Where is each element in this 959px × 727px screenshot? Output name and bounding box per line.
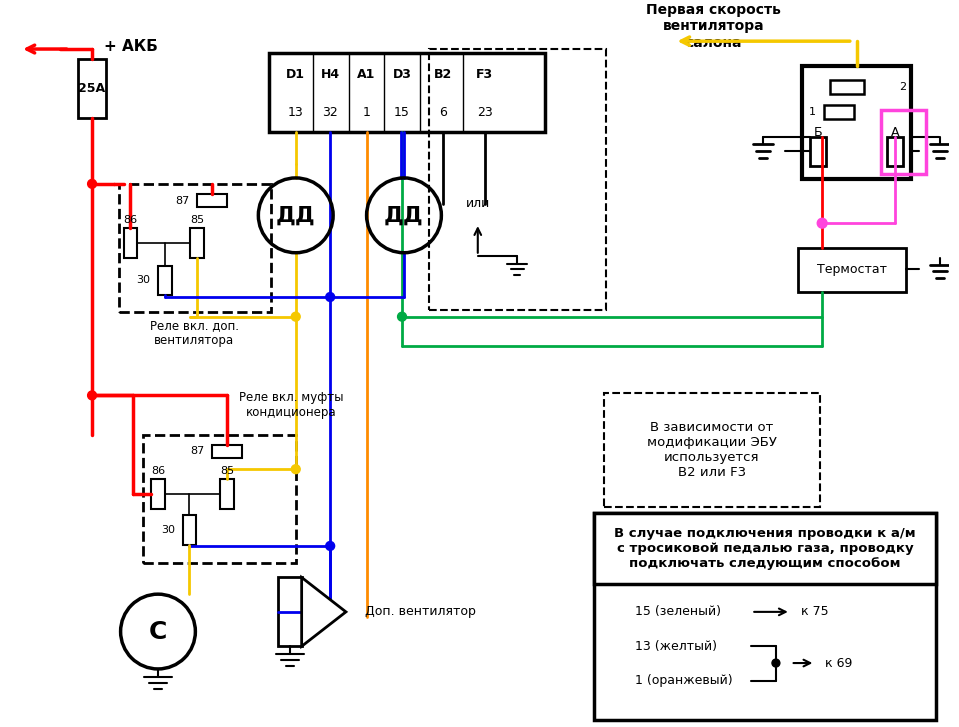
Bar bbox=[429, 49, 606, 310]
Text: 2: 2 bbox=[900, 82, 906, 92]
Bar bbox=[604, 393, 820, 507]
Text: 87: 87 bbox=[175, 196, 190, 206]
Circle shape bbox=[87, 180, 97, 188]
Text: Доп. вентилятор: Доп. вентилятор bbox=[364, 606, 476, 619]
Circle shape bbox=[326, 292, 335, 302]
Bar bbox=[824, 105, 854, 119]
Bar bbox=[830, 79, 864, 95]
Text: Первая скорость
вентилятора
салона: Первая скорость вентилятора салона bbox=[646, 3, 782, 49]
Bar bbox=[220, 479, 234, 509]
Text: 1: 1 bbox=[809, 107, 816, 117]
Text: к 75: к 75 bbox=[801, 606, 829, 619]
Bar bbox=[887, 137, 902, 166]
Text: 85: 85 bbox=[190, 215, 204, 225]
Bar bbox=[803, 65, 911, 179]
Bar bbox=[119, 184, 271, 312]
Text: 13 (желтый): 13 (желтый) bbox=[635, 640, 717, 653]
Text: Реле вкл. муфты
кондиционера: Реле вкл. муфты кондиционера bbox=[239, 391, 343, 419]
Text: B2: B2 bbox=[434, 68, 453, 81]
Text: 15 (зеленый): 15 (зеленый) bbox=[635, 606, 721, 619]
Text: 1: 1 bbox=[363, 105, 370, 119]
Text: к 69: к 69 bbox=[825, 656, 853, 670]
Text: D3: D3 bbox=[392, 68, 411, 81]
Bar bbox=[124, 228, 137, 257]
Text: Б: Б bbox=[814, 126, 823, 139]
Text: ДД: ДД bbox=[276, 205, 316, 225]
Circle shape bbox=[292, 465, 300, 473]
Text: С: С bbox=[149, 619, 167, 643]
Text: D1: D1 bbox=[286, 68, 305, 81]
Bar bbox=[594, 513, 936, 720]
Bar bbox=[212, 445, 242, 459]
Bar bbox=[158, 265, 172, 295]
Bar bbox=[191, 228, 204, 257]
Text: В случае подключения проводки к а/м
с тросиковой педалью газа, проводку
подключа: В случае подключения проводки к а/м с тр… bbox=[615, 527, 916, 571]
Text: Термостат: Термостат bbox=[817, 263, 887, 276]
Text: 86: 86 bbox=[124, 215, 137, 225]
Circle shape bbox=[398, 313, 407, 321]
Text: 25А: 25А bbox=[79, 82, 105, 95]
Text: + АКБ: + АКБ bbox=[104, 39, 157, 54]
Circle shape bbox=[772, 659, 780, 667]
Bar bbox=[182, 515, 197, 545]
Text: 6: 6 bbox=[439, 105, 447, 119]
Text: 32: 32 bbox=[322, 105, 339, 119]
Bar bbox=[152, 479, 165, 509]
Text: 30: 30 bbox=[136, 276, 151, 285]
Bar bbox=[881, 110, 926, 174]
Text: 85: 85 bbox=[220, 466, 234, 476]
Polygon shape bbox=[302, 577, 346, 646]
Circle shape bbox=[87, 391, 97, 400]
Bar bbox=[810, 137, 826, 166]
Text: A1: A1 bbox=[358, 68, 376, 81]
Text: 87: 87 bbox=[190, 446, 204, 457]
Text: 30: 30 bbox=[161, 525, 175, 535]
Text: H4: H4 bbox=[320, 68, 339, 81]
Bar bbox=[798, 248, 906, 292]
Text: ДД: ДД bbox=[385, 205, 424, 225]
Text: F3: F3 bbox=[476, 68, 493, 81]
Circle shape bbox=[326, 542, 335, 550]
Bar bbox=[269, 53, 545, 132]
Bar bbox=[278, 577, 302, 646]
Circle shape bbox=[292, 313, 300, 321]
Bar bbox=[79, 59, 105, 118]
Text: 13: 13 bbox=[288, 105, 304, 119]
Bar bbox=[594, 513, 936, 585]
Bar bbox=[143, 435, 295, 563]
Circle shape bbox=[817, 218, 827, 228]
Text: 86: 86 bbox=[151, 466, 165, 476]
Text: 1 (оранжевый): 1 (оранжевый) bbox=[635, 674, 733, 687]
Text: В зависимости от
модификации ЭБУ
используется
В2 или F3: В зависимости от модификации ЭБУ использ… bbox=[647, 420, 777, 478]
Text: 23: 23 bbox=[477, 105, 493, 119]
Text: А: А bbox=[891, 126, 900, 139]
Bar bbox=[198, 193, 227, 207]
Text: или: или bbox=[466, 197, 490, 210]
Text: Реле вкл. доп.
вентилятора: Реле вкл. доп. вентилятора bbox=[150, 319, 239, 348]
Text: 15: 15 bbox=[394, 105, 409, 119]
